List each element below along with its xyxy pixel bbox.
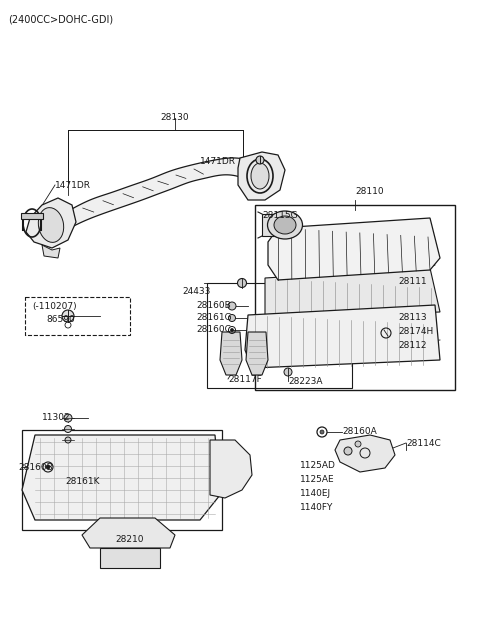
Circle shape [228,314,236,322]
Polygon shape [82,518,175,548]
Text: 28160A: 28160A [342,427,377,437]
Circle shape [344,447,352,455]
Circle shape [64,414,72,422]
Polygon shape [268,218,440,280]
Circle shape [46,465,50,469]
Text: 1471DR: 1471DR [55,181,91,189]
Text: 28112: 28112 [398,342,427,350]
Bar [25,297,130,335]
Polygon shape [246,332,268,375]
Text: 28117F: 28117F [228,374,262,384]
Text: 28210: 28210 [115,535,144,545]
Bar [100,548,160,568]
Circle shape [64,425,72,432]
Polygon shape [245,305,440,368]
Text: 28160C: 28160C [196,325,231,335]
Text: 28160B: 28160B [18,463,53,471]
Ellipse shape [267,211,302,239]
Text: (-110207): (-110207) [32,302,77,312]
Circle shape [284,368,292,376]
Text: 28160B: 28160B [196,302,231,310]
Circle shape [238,278,247,288]
Text: 1140FY: 1140FY [300,504,334,512]
Circle shape [320,430,324,434]
Circle shape [65,437,71,443]
Bar [255,205,455,390]
Text: 28174H: 28174H [398,327,433,337]
Text: 24433: 24433 [182,286,210,296]
Text: 28110: 28110 [355,188,384,196]
Ellipse shape [38,207,64,242]
Text: 1471DR: 1471DR [200,158,236,166]
Circle shape [62,310,74,322]
Ellipse shape [274,216,296,234]
Circle shape [230,329,233,332]
Circle shape [355,441,361,447]
Text: 1140EJ: 1140EJ [300,489,331,499]
Bar [207,283,352,388]
Text: 1125AD: 1125AD [300,461,336,471]
Polygon shape [238,152,285,200]
Text: 28130: 28130 [161,114,189,122]
Text: (2400CC>DOHC-GDI): (2400CC>DOHC-GDI) [8,14,113,24]
Text: 28113: 28113 [398,314,427,322]
Text: 28161K: 28161K [65,478,99,486]
Bar [262,214,290,236]
Text: 28223A: 28223A [288,376,323,386]
Bar [21,213,43,219]
Circle shape [228,302,236,310]
Polygon shape [42,245,60,258]
Polygon shape [265,268,440,318]
Bar [22,430,222,530]
Text: 1125AE: 1125AE [300,476,335,484]
Ellipse shape [251,163,269,189]
Polygon shape [220,332,242,375]
Polygon shape [45,158,248,240]
Text: 28114C: 28114C [406,438,441,448]
Polygon shape [26,198,76,248]
Text: 28161G: 28161G [196,314,232,322]
Text: 28115G: 28115G [262,211,298,219]
Text: 86590: 86590 [46,315,75,325]
Circle shape [256,156,264,164]
Polygon shape [210,440,252,498]
Polygon shape [335,435,395,472]
Polygon shape [22,435,220,520]
Text: 28111: 28111 [398,278,427,286]
Text: 11302: 11302 [42,414,71,422]
